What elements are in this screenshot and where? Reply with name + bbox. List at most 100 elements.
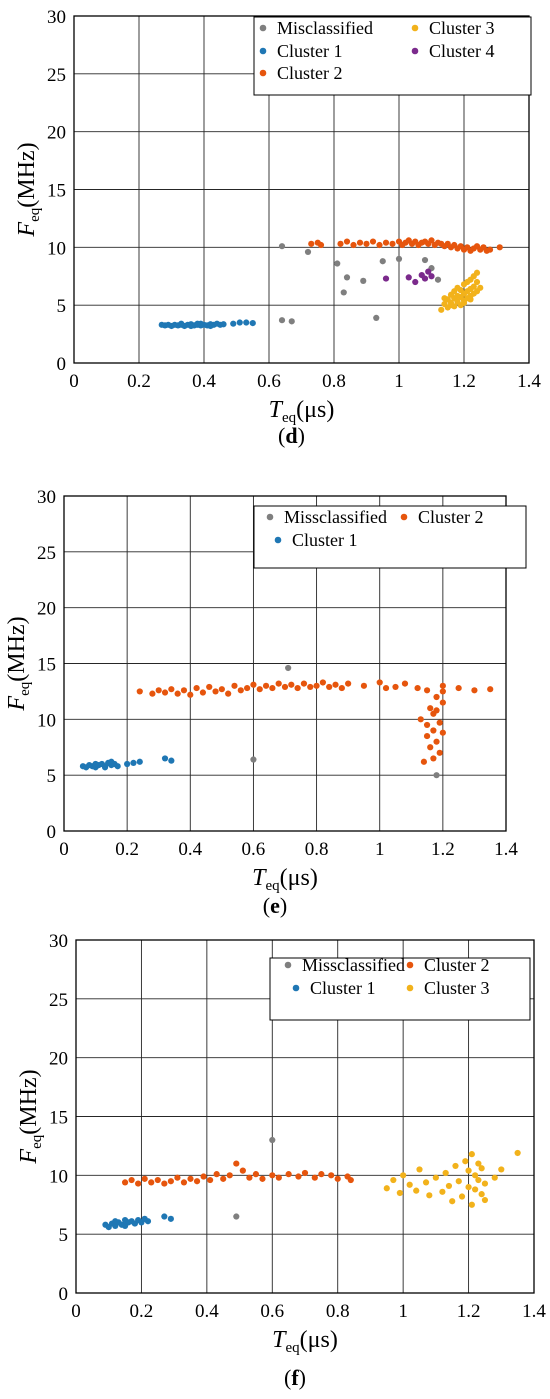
data-point xyxy=(246,1174,253,1181)
data-point xyxy=(373,314,380,321)
data-point xyxy=(112,1218,119,1225)
data-point xyxy=(174,1174,181,1181)
data-point xyxy=(471,687,478,694)
data-point xyxy=(114,763,121,770)
data-point xyxy=(294,684,301,692)
x-tick-label: 0.4 xyxy=(192,371,216,392)
x-tick-label: 1.2 xyxy=(457,1301,481,1322)
data-point xyxy=(155,687,162,694)
legend-label: Cluster 3 xyxy=(424,978,490,998)
data-point xyxy=(317,241,325,249)
data-point xyxy=(441,295,448,302)
data-point xyxy=(460,299,468,306)
data-point xyxy=(439,682,446,689)
series-cluster-1 xyxy=(79,755,175,771)
x-tick-label: 1 xyxy=(394,371,404,392)
data-point xyxy=(343,274,351,281)
chart-f: 0 0.2 0.4 0.6 0.8 1 1.2 1.4 0 5 10 15 20 25 30 Missclas… xyxy=(16,931,546,1390)
data-point xyxy=(383,1185,390,1192)
data-point xyxy=(212,688,219,695)
legend: Missclassified Cluster 1 Cluster 2 Cluster … xyxy=(269,955,531,1021)
series-cluster-1 xyxy=(158,319,256,330)
legend-label: Misclassified xyxy=(277,18,373,38)
data-point xyxy=(382,239,390,246)
data-point xyxy=(275,1174,282,1181)
data-point xyxy=(514,1149,521,1157)
data-point xyxy=(269,684,276,692)
x-tick-label: 0.2 xyxy=(130,1301,154,1322)
data-point xyxy=(313,682,320,689)
series-cluster-1 xyxy=(102,1213,174,1231)
data-point xyxy=(439,729,446,736)
data-point xyxy=(226,1172,233,1179)
data-point xyxy=(269,1136,276,1144)
data-point xyxy=(439,1188,446,1195)
legend-marker xyxy=(274,536,282,544)
series-missclassified xyxy=(233,1136,276,1220)
x-tick-label: 0.2 xyxy=(127,371,151,392)
series-cluster-4 xyxy=(382,268,435,286)
x-tick-label: 1.4 xyxy=(517,371,541,392)
data-point xyxy=(236,319,243,326)
data-point xyxy=(468,1151,475,1158)
x-axis-label: Teq(μs) xyxy=(252,865,318,894)
x-tick-label: 1.4 xyxy=(494,839,518,860)
y-tick-label: 25 xyxy=(37,543,56,564)
x-axis-label: Teq(μs) xyxy=(272,1327,338,1356)
data-point xyxy=(285,1171,292,1178)
data-point xyxy=(304,248,312,256)
data-point xyxy=(427,744,434,751)
legend-marker xyxy=(406,961,414,969)
panel-caption: (d) xyxy=(278,423,305,448)
data-point xyxy=(167,1178,174,1185)
data-point xyxy=(468,1201,475,1208)
y-tick-label: 5 xyxy=(57,296,67,317)
data-point xyxy=(161,689,169,696)
data-point xyxy=(148,1179,155,1186)
data-point xyxy=(475,1176,482,1184)
data-point xyxy=(136,758,143,765)
data-point xyxy=(433,707,440,714)
x-tick-label: 0 xyxy=(69,371,79,392)
data-point xyxy=(332,681,339,688)
legend-box xyxy=(269,957,531,1021)
data-point xyxy=(455,1178,462,1185)
legend-label: Missclassified xyxy=(284,507,387,527)
y-tick-label: 10 xyxy=(47,238,66,259)
data-point xyxy=(161,1180,168,1187)
data-point xyxy=(193,684,200,692)
data-point xyxy=(376,241,383,249)
x-tick-label: 1 xyxy=(398,1301,408,1322)
data-point xyxy=(275,680,282,687)
series-cluster-3 xyxy=(438,269,484,313)
data-point xyxy=(420,758,428,765)
series-cluster-2 xyxy=(136,679,494,765)
data-point xyxy=(108,758,115,765)
data-point xyxy=(318,1171,325,1178)
x-tick-label: 0.4 xyxy=(178,839,202,860)
data-point xyxy=(136,688,143,695)
data-point xyxy=(496,244,503,251)
legend-label: Cluster 1 xyxy=(277,41,343,61)
data-point xyxy=(207,322,214,330)
data-point xyxy=(178,320,185,327)
data-point xyxy=(434,276,442,283)
data-point xyxy=(278,243,286,250)
data-point xyxy=(285,664,292,672)
data-point xyxy=(423,732,431,740)
legend-marker xyxy=(411,24,419,32)
data-point xyxy=(338,684,345,692)
data-point xyxy=(259,1175,266,1182)
x-tick-label: 1.4 xyxy=(522,1301,546,1322)
legend-label: Cluster 4 xyxy=(429,41,495,61)
data-point xyxy=(423,721,431,729)
x-tick-label: 1 xyxy=(375,839,385,860)
data-point xyxy=(401,680,409,687)
legend-marker xyxy=(400,513,408,521)
data-point xyxy=(269,1172,276,1179)
y-tick-label: 30 xyxy=(37,487,56,508)
data-point xyxy=(481,1196,489,1204)
data-point xyxy=(135,1180,142,1187)
data-point xyxy=(433,693,440,701)
